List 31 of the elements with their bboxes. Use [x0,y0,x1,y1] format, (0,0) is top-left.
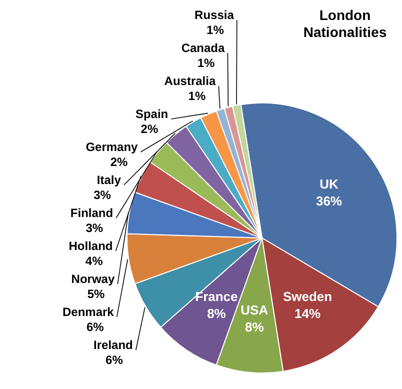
slice-label: USA [240,302,269,318]
slice-label: Germany [86,140,138,154]
data-label: 14% [294,306,321,321]
slice-label: Russia [194,8,234,22]
data-label: 6% [86,320,104,334]
slice-label: Spain [135,107,168,121]
chart-title: London Nationalities [303,7,387,40]
data-label: 3% [94,188,112,202]
data-label: 36% [316,193,342,208]
slice-label: Canada [181,41,226,55]
data-label: 5% [87,287,105,301]
slice-label: Sweden [282,288,332,304]
data-label: 8% [207,306,226,321]
data-label: 2% [110,155,128,169]
slice-label: Ireland [94,338,133,352]
slice-label: Finland [70,206,114,220]
data-label: 6% [106,353,124,367]
slice-label: Norway [71,272,115,286]
data-label: 1% [197,56,216,70]
slice-label: UK [320,176,339,192]
data-label: 8% [244,320,264,335]
data-label: 1% [206,23,224,37]
data-label: 2% [140,122,158,136]
slice-label: Australia [164,74,216,88]
data-label: 1% [188,89,206,103]
slice-label: Italy [96,173,122,187]
slice-label: Denmark [62,305,114,319]
slice-label: Holland [68,239,113,253]
slice-label: France [195,288,238,304]
data-label: 3% [86,221,104,235]
data-label: 4% [85,254,104,268]
